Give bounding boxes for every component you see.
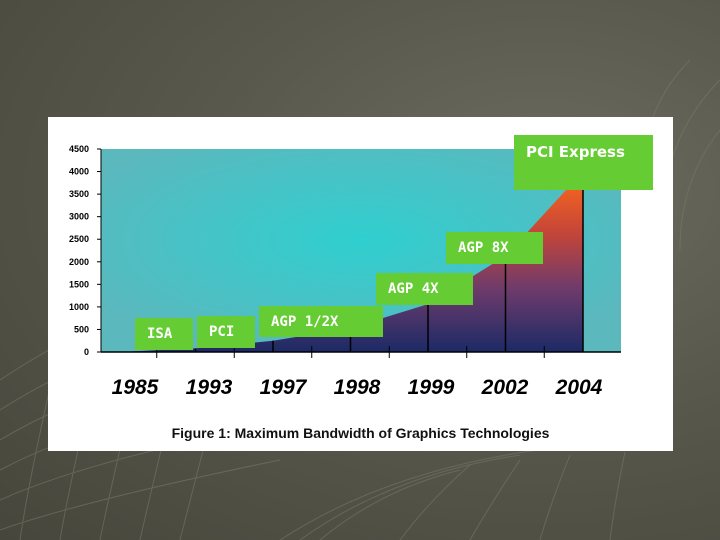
- x-tick-label: 1985: [112, 376, 159, 399]
- label-agp-4x: AGP 4X: [376, 273, 473, 305]
- x-tick-label: 1998: [334, 376, 381, 399]
- y-tick-label: 1000: [69, 302, 89, 312]
- label-pci-express: PCI Express: [514, 135, 653, 190]
- y-tick-label: 3500: [69, 189, 89, 199]
- chart-caption: Figure 1: Maximum Bandwidth of Graphics …: [171, 425, 550, 441]
- y-tick-label: 4500: [69, 144, 89, 154]
- y-axis-ticks: 0 500 1000 1500 2000 2500 3000 3500 4000 4500: [69, 144, 101, 357]
- x-tick-label: 1999: [408, 376, 455, 399]
- x-tick-label: 1997: [260, 376, 308, 399]
- y-tick-label: 1500: [69, 279, 89, 289]
- bandwidth-area: [118, 171, 583, 352]
- x-tick-label: 2002: [481, 376, 529, 399]
- x-tick-label: 2004: [555, 376, 603, 399]
- x-axis-labels: 1985 1993 1997 1998 1999 2002 2004: [112, 376, 603, 399]
- x-tick-label: 1993: [186, 376, 233, 399]
- label-agp-8x: AGP 8X: [446, 232, 543, 264]
- y-tick-label: 0: [84, 347, 89, 357]
- label-isa: ISA: [135, 318, 193, 350]
- y-tick-label: 2500: [69, 234, 89, 244]
- chart-card: 0 500 1000 1500 2000 2500 3000 3500 4000 4500 198…: [48, 117, 673, 451]
- y-tick-label: 3000: [69, 212, 89, 222]
- label-pci: PCI: [197, 316, 255, 348]
- y-tick-label: 500: [74, 324, 89, 334]
- y-tick-label: 4000: [69, 167, 89, 177]
- y-tick-label: 2000: [69, 257, 89, 267]
- label-agp-1-2x: AGP 1/2X: [259, 306, 383, 337]
